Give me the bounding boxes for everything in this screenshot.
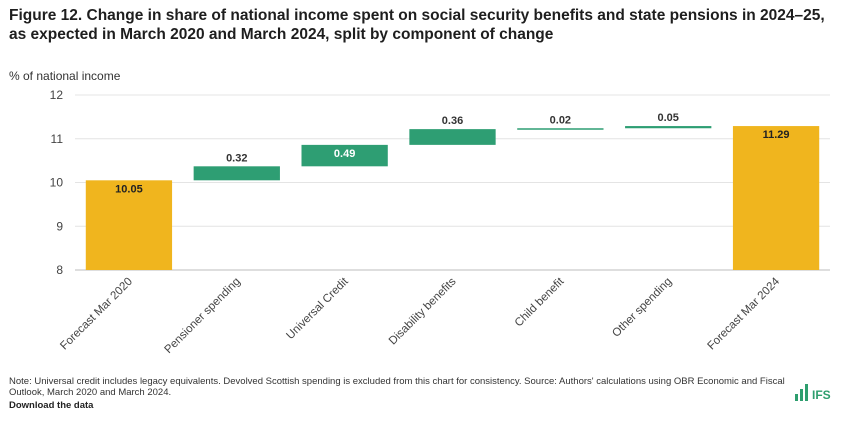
x-tick-label: Child benefit	[513, 275, 567, 329]
bar-pensioner-spending	[193, 166, 280, 181]
x-tick-label: Disability benefits	[387, 275, 459, 347]
data-label: 0.05	[658, 112, 679, 124]
bar-disability-benefits	[409, 129, 496, 145]
data-label: 11.29	[763, 129, 790, 141]
data-label: 10.05	[115, 183, 143, 195]
chart-title: Figure 12. Change in share of national i…	[9, 7, 825, 43]
ifs-logo: IFS	[795, 384, 831, 401]
ifs-logo-text: IFS	[812, 388, 831, 402]
chart-note: Note: Universal credit includes legacy e…	[9, 376, 785, 398]
bar-forecast-mar-2024	[732, 126, 820, 270]
download-data-link[interactable]: Download the data	[9, 400, 94, 411]
bar-forecast-mar-2020	[85, 180, 173, 270]
x-tick-label: Pensioner spending	[163, 276, 243, 356]
y-tick-label: 11	[51, 132, 64, 146]
bar-child-benefit	[517, 128, 604, 130]
x-tick-label: Forecast Mar 2020	[58, 276, 135, 353]
data-label: 0.32	[226, 152, 247, 164]
y-axis-units-label: % of national income	[9, 69, 121, 83]
bar-other-spending	[625, 126, 712, 129]
y-tick-label: 9	[56, 219, 63, 233]
data-label: 0.02	[550, 114, 571, 126]
y-tick-label: 8	[56, 263, 63, 277]
x-tick-label: Other spending	[610, 276, 674, 340]
data-label: 0.36	[442, 115, 463, 127]
y-tick-label: 12	[50, 88, 64, 102]
ifs-logo-bars-icon	[795, 384, 808, 401]
bar-universal-credit	[301, 144, 388, 167]
data-label: 0.49	[334, 148, 355, 160]
y-tick-label: 10	[50, 176, 64, 190]
x-tick-label: Universal Credit	[284, 275, 351, 342]
x-tick-label: Forecast Mar 2024	[705, 275, 782, 352]
